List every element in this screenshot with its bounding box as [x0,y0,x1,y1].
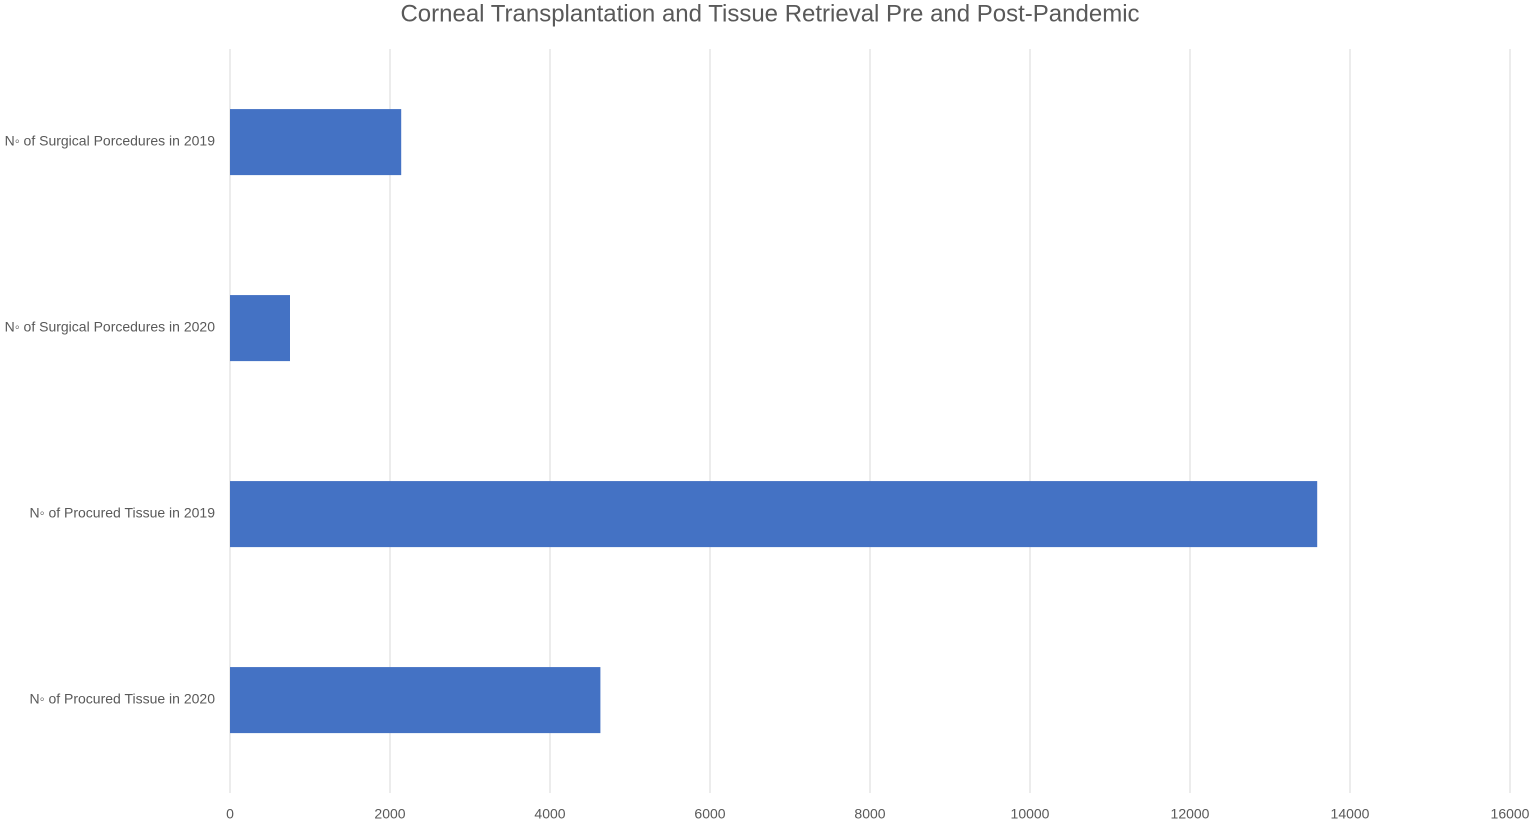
x-tick-label: 16000 [1491,806,1530,822]
x-tick-label: 10000 [1011,806,1050,822]
x-tick-label: 14000 [1331,806,1370,822]
x-tick-label: 8000 [854,806,885,822]
bar [230,481,1318,548]
x-tick-label: 0 [226,806,234,822]
y-tick-label: N◦ of Procured Tissue in 2019 [29,505,215,521]
x-tick-label: 12000 [1171,806,1210,822]
x-tick-label: 2000 [374,806,405,822]
y-tick-label: N◦ of Surgical Porcedures in 2019 [5,133,216,149]
x-tick-label: 6000 [694,806,725,822]
bar [230,667,601,734]
bar [230,295,290,362]
x-tick-label: 4000 [534,806,565,822]
bar [230,109,402,176]
chart-title: Corneal Transplantation and Tissue Retri… [400,0,1139,27]
y-tick-label: N◦ of Surgical Porcedures in 2020 [5,319,216,335]
y-tick-label: N◦ of Procured Tissue in 2020 [29,691,215,707]
